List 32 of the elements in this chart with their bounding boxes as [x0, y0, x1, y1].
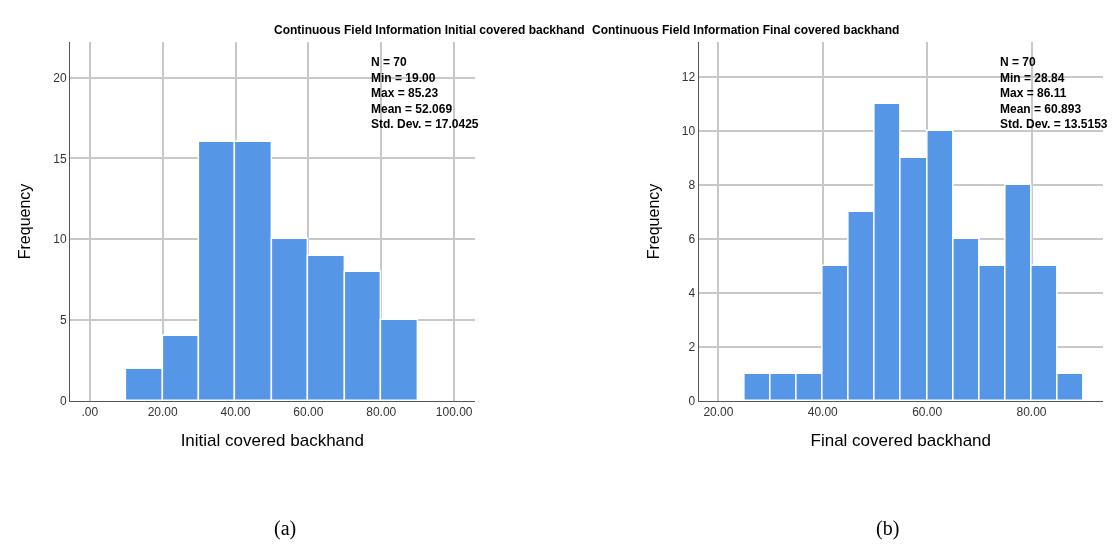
x-tick-label: 40.00 [807, 405, 839, 420]
y-tick-label: 2 [688, 340, 696, 355]
y-tick-label: 10 [53, 232, 68, 247]
y-tick-label: 6 [688, 232, 696, 247]
chart-title: Continuous Field Information Final covered backhand [592, 23, 900, 37]
x-axis-title: Final covered backhand [810, 430, 992, 450]
annotation: N = 70 Min = 28.84 Max = 86.11 Mean = 60.893 Std. Dev. = 13.5153 [1000, 55, 1108, 132]
y-tick-label: 10 [681, 124, 696, 139]
y-tick-label: 12 [681, 70, 696, 85]
annotation: N = 70 Min = 19.00 Max = 85.23 Mean = 52.069 Std. Dev. = 17.0425 [371, 55, 479, 132]
x-tick-label: 80.00 [366, 405, 397, 420]
x-tick-label: 40.00 [220, 405, 251, 420]
text: (b) [876, 517, 900, 540]
x-tick-label: 20.00 [147, 405, 178, 420]
x-tick-label: 100.00 [435, 405, 473, 420]
y-tick-label: 0 [688, 394, 696, 409]
y-tick-label: 15 [53, 151, 68, 166]
x-tick-label: .00 [81, 405, 99, 420]
x-tick-label: 80.00 [1016, 405, 1047, 420]
y-axis-title: Frequency [644, 183, 662, 260]
x-tick-label: 60.00 [912, 405, 943, 420]
y-axis-title: Frequency [16, 183, 34, 260]
y-tick-label: 5 [60, 313, 68, 328]
y-tick-label: 8 [688, 178, 696, 193]
chart-title: Continuous Field Information Initial covered backhand [274, 23, 585, 37]
text: (a) [274, 517, 297, 540]
y-tick-label: 20 [53, 70, 68, 85]
x-tick-label: 60.00 [293, 405, 324, 420]
x-axis-title: Initial covered backhand [180, 430, 364, 450]
y-tick-label: 0 [60, 394, 68, 409]
y-tick-label: 4 [688, 286, 696, 301]
x-tick-label: 20.00 [703, 405, 734, 420]
